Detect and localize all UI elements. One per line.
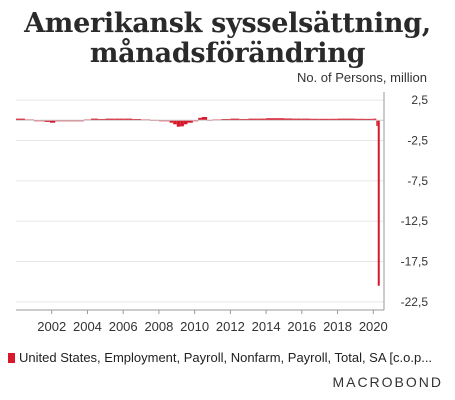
y-tick-labels: 2,5 -2,5 -7,5 -12,5 -17,5 -22,5 <box>401 93 429 309</box>
data-bar <box>319 118 329 121</box>
data-bar <box>49 120 56 123</box>
data-bar <box>346 118 356 121</box>
x-tick-label: 2014 <box>252 319 281 334</box>
data-bar <box>328 118 338 121</box>
data-bar <box>180 120 184 127</box>
data-bar <box>123 118 133 121</box>
x-tick-label: 2002 <box>37 319 66 334</box>
data-bar <box>132 119 142 121</box>
data-bar <box>239 119 249 121</box>
data-bar <box>310 118 320 121</box>
legend-swatch <box>8 353 15 363</box>
legend: United States, Employment, Payroll, Nonf… <box>8 350 432 365</box>
x-tick-label: 2018 <box>323 319 352 334</box>
y-tick-label: -12,5 <box>401 214 429 228</box>
chart-title-line2: månadsförändring <box>89 38 366 69</box>
x-tick-label: 2012 <box>216 319 245 334</box>
x-tick-label: 2016 <box>287 319 316 334</box>
x-tick-label: 2006 <box>109 319 138 334</box>
data-bar <box>248 118 258 121</box>
data-bar <box>91 118 99 121</box>
data-bar <box>373 118 377 121</box>
y-tick-label: -22,5 <box>401 295 429 309</box>
data-bar <box>173 120 177 125</box>
data-bar <box>183 120 188 125</box>
grid-lines <box>16 99 384 303</box>
legend-label: United States, Employment, Payroll, Nonf… <box>19 350 433 365</box>
data-bar <box>44 120 50 122</box>
data-bar <box>230 118 240 121</box>
data-bar <box>337 118 347 121</box>
x-tick-label: 2004 <box>73 319 102 334</box>
data-bar <box>16 118 25 121</box>
data-bar <box>187 120 193 123</box>
data-bar <box>364 118 374 121</box>
x-tick-label: 2010 <box>180 319 209 334</box>
data-bar <box>301 118 311 121</box>
y-tick-label: 2,5 <box>411 93 428 107</box>
y-axis-unit-label: No. of Persons, million <box>296 70 427 85</box>
data-bar <box>98 119 106 121</box>
data-bar <box>169 120 174 123</box>
x-tick-label: 2008 <box>144 319 173 334</box>
data-bar <box>355 118 365 121</box>
data-bar <box>105 118 115 121</box>
y-tick-label: -7,5 <box>407 174 428 188</box>
chart-title-line1: Amerikansk sysselsättning, <box>24 8 431 39</box>
data-bar <box>283 118 293 121</box>
data-bar <box>198 117 202 121</box>
data-bar <box>376 120 378 126</box>
data-bar <box>257 118 267 121</box>
data-bar <box>176 120 181 127</box>
brand-logo: MACROBOND <box>332 374 443 390</box>
y-tick-label: -17,5 <box>401 255 429 269</box>
data-bar <box>292 118 302 121</box>
data-bar <box>114 118 124 121</box>
data-bar <box>275 118 284 121</box>
series-bars <box>16 117 380 286</box>
x-tick-labels: 2002 2004 2006 2008 2010 2012 2014 2016 2018 2020 <box>37 319 387 334</box>
data-bar <box>377 120 380 286</box>
chart-plot: 2,5-2,5-7,5-12,5-17,5-22,5 2002 2004 2006 2… <box>16 92 429 334</box>
data-bar <box>221 119 231 121</box>
axes <box>16 92 385 314</box>
y-tick-label: -2,5 <box>407 133 428 147</box>
data-bar <box>266 118 276 121</box>
data-bar <box>201 117 208 121</box>
x-tick-label: 2020 <box>359 319 388 334</box>
